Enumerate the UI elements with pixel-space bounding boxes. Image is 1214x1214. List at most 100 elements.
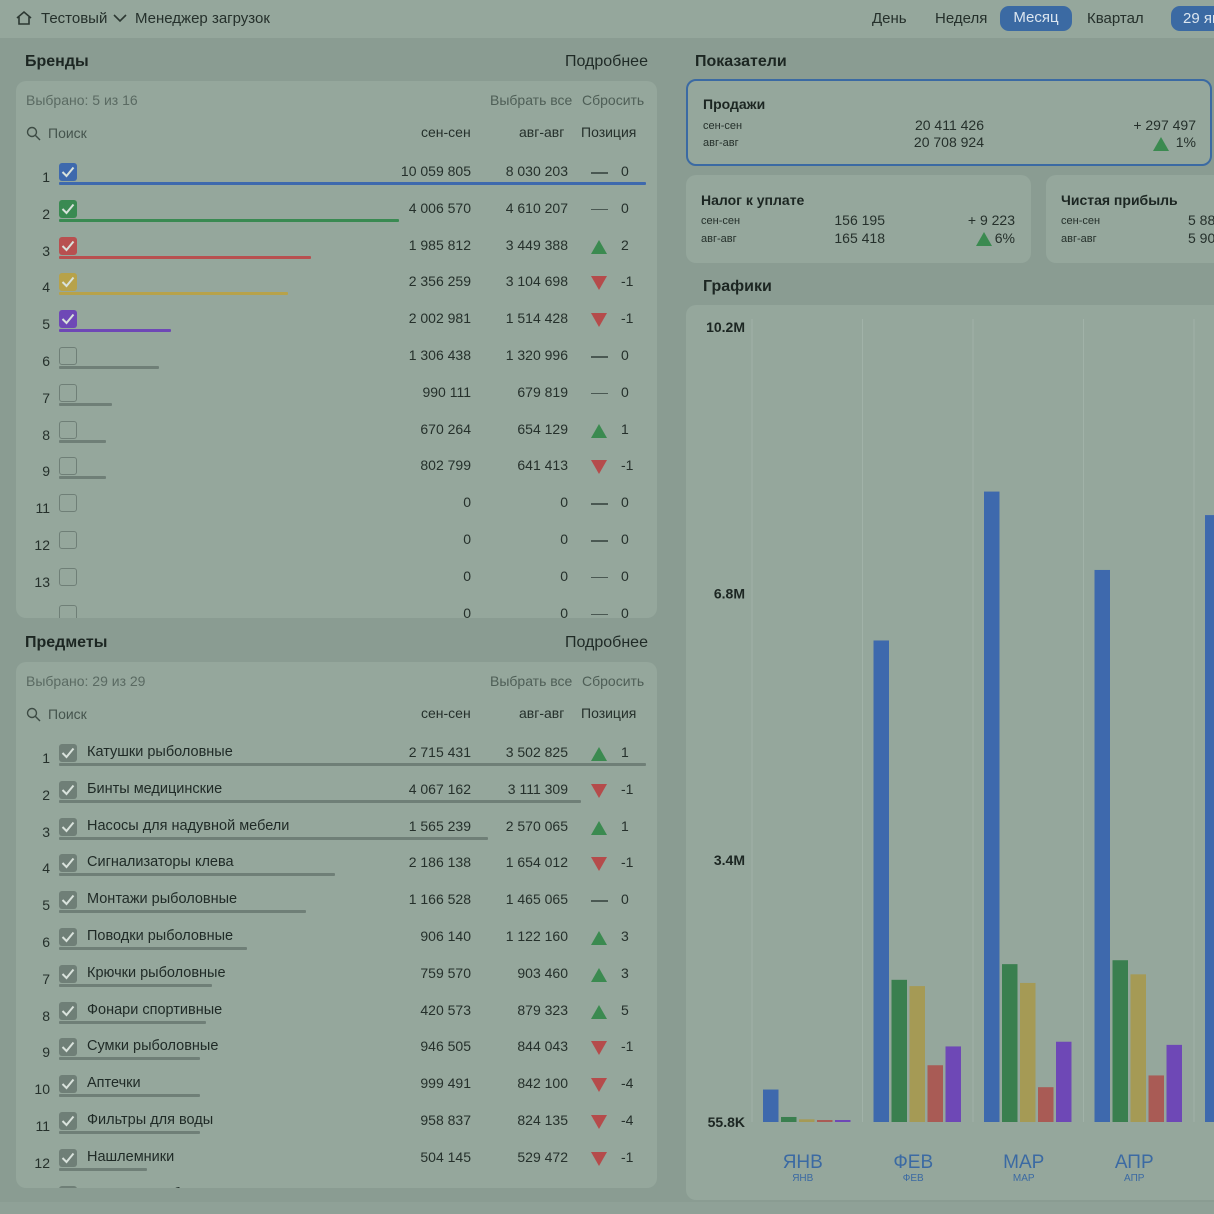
period-month-button[interactable]: Месяц <box>1000 6 1072 31</box>
brand-checkbox[interactable] <box>59 310 77 329</box>
item-checkbox[interactable] <box>59 854 77 873</box>
item-checkbox[interactable] <box>59 1001 77 1020</box>
brand-checkbox[interactable] <box>59 347 77 365</box>
share-bar <box>59 402 112 406</box>
items-reset-button[interactable]: Сбросить <box>582 673 645 689</box>
brand-row[interactable]: 12 0 0 0 <box>16 528 657 565</box>
item-row[interactable]: 5 Монтажи рыболовные 1 166 528 1 465 065 0 <box>16 888 657 925</box>
brands-search-input[interactable] <box>48 123 158 143</box>
sales-card[interactable]: Продажи сен-сен авг-авг 20 411 426 20 70… <box>686 79 1212 166</box>
brand-row[interactable]: 13 0 0 0 <box>16 565 657 602</box>
brands-col-prev[interactable]: авг-авг <box>519 124 565 140</box>
item-checkbox[interactable] <box>59 964 77 983</box>
chart-bar[interactable] <box>1056 1041 1072 1122</box>
item-row[interactable]: Застежки рыболовные 445 256 526 669 -1 <box>16 1183 657 1188</box>
items-col-pos[interactable]: Позиция <box>581 705 637 721</box>
item-row[interactable]: 1 Катушки рыболовные 2 715 431 3 502 825 1 <box>16 741 657 778</box>
brand-checkbox[interactable] <box>59 494 77 513</box>
item-row[interactable]: 11 Фильтры для воды 958 837 824 135 -4 <box>16 1109 657 1146</box>
brand-checkbox[interactable] <box>59 457 77 476</box>
brand-row[interactable]: 6 1 306 438 1 320 996 0 <box>16 344 657 381</box>
brand-checkbox[interactable] <box>59 531 77 549</box>
item-checkbox[interactable] <box>59 891 77 910</box>
chart-bar[interactable] <box>799 1119 815 1122</box>
chart-bar[interactable] <box>927 1065 944 1122</box>
item-checkbox[interactable] <box>59 1075 77 1094</box>
item-row[interactable]: 12 Нашлемники 504 145 529 472 -1 <box>16 1146 657 1183</box>
chart-bar[interactable] <box>763 1089 779 1122</box>
chart-bar[interactable] <box>873 640 890 1122</box>
item-row[interactable]: 7 Крючки рыболовные 759 570 903 460 3 <box>16 962 657 999</box>
chart-bar[interactable] <box>891 979 908 1122</box>
brand-checkbox[interactable] <box>59 604 77 618</box>
items-col-prev[interactable]: авг-авг <box>519 705 565 721</box>
item-checkbox[interactable] <box>59 780 77 799</box>
brand-row[interactable]: 9 802 799 641 413 -1 <box>16 454 657 491</box>
item-checkbox[interactable] <box>59 1038 77 1057</box>
period-day-button[interactable]: День <box>872 10 907 27</box>
items-select-all-button[interactable]: Выбрать все <box>490 673 573 689</box>
item-checkbox[interactable] <box>59 928 77 946</box>
brands-select-all-button[interactable]: Выбрать все <box>490 92 573 108</box>
chart-bar[interactable] <box>1112 960 1129 1122</box>
items-more-link[interactable]: Подробнее <box>565 634 648 651</box>
chart-bar[interactable] <box>1094 569 1111 1122</box>
item-row[interactable]: 9 Сумки рыболовные 946 505 844 043 -1 <box>16 1035 657 1072</box>
brands-col-pos[interactable]: Позиция <box>581 124 637 140</box>
tax-card[interactable]: Налог к уплате сен-сен авг-авг 156 195 1… <box>686 175 1031 263</box>
period-quarter-button[interactable]: Квартал <box>1087 10 1144 27</box>
brand-checkbox[interactable] <box>59 236 77 255</box>
chart-bar[interactable] <box>984 491 1000 1122</box>
brand-checkbox[interactable] <box>59 420 77 439</box>
brands-reset-button[interactable]: Сбросить <box>582 92 645 108</box>
chart-bar[interactable] <box>1205 515 1214 1122</box>
item-checkbox[interactable] <box>59 1185 77 1188</box>
chart-bar[interactable] <box>835 1120 851 1122</box>
chart-bar[interactable] <box>817 1120 833 1122</box>
item-row[interactable]: 10 Аптечки 999 491 842 100 -4 <box>16 1072 657 1109</box>
items-col-cur[interactable]: сен-сен <box>421 705 471 721</box>
items-search-input[interactable] <box>48 704 158 724</box>
period-week-button[interactable]: Неделя <box>935 10 988 27</box>
brand-checkbox[interactable] <box>59 567 77 586</box>
brand-row[interactable]: 4 2 356 259 3 104 698 -1 <box>16 270 657 307</box>
item-row[interactable]: 3 Насосы для надувной мебели 1 565 239 2 57… <box>16 815 657 852</box>
chart-bar[interactable] <box>1002 964 1018 1122</box>
item-row[interactable]: 4 Сигнализаторы клева 2 186 138 1 654 012 -1 <box>16 851 657 888</box>
brand-checkbox[interactable] <box>59 273 77 292</box>
workspace-selector[interactable]: Тестовый <box>41 10 108 27</box>
brand-row[interactable]: 1 10 059 805 8 030 203 0 <box>16 160 657 197</box>
home-icon[interactable] <box>15 9 33 27</box>
brand-checkbox[interactable] <box>59 199 77 218</box>
brand-row[interactable]: 11 0 0 0 <box>16 491 657 528</box>
chart-bar[interactable] <box>1020 982 1036 1122</box>
chart-bar[interactable] <box>1130 974 1147 1122</box>
profit-card[interactable]: Чистая прибыль сен-сен авг-авг 5 88 5 90 <box>1046 175 1214 263</box>
item-row[interactable]: 2 Бинты медицинские 4 067 162 3 111 309 -1 <box>16 778 657 815</box>
item-checkbox[interactable] <box>59 817 77 836</box>
brand-row[interactable]: 8 670 264 654 129 1 <box>16 418 657 455</box>
item-checkbox[interactable] <box>59 1112 77 1130</box>
item-row[interactable]: 6 Поводки рыболовные 906 140 1 122 160 3 <box>16 925 657 962</box>
date-range-button[interactable]: 29 ян <box>1171 6 1214 31</box>
brands-more-link[interactable]: Подробнее <box>565 53 648 70</box>
brand-checkbox[interactable] <box>59 163 77 181</box>
brand-row[interactable]: 7 990 111 679 819 0 <box>16 381 657 418</box>
chart-bar[interactable] <box>1148 1075 1165 1122</box>
brand-row[interactable]: 3 1 985 812 3 449 388 2 <box>16 234 657 271</box>
value-prev: 3 111 309 <box>507 780 568 797</box>
item-checkbox[interactable] <box>59 744 77 762</box>
chevron-down-icon[interactable] <box>112 11 128 25</box>
chart-bar[interactable] <box>945 1046 962 1122</box>
brand-row[interactable]: 5 2 002 981 1 514 428 -1 <box>16 307 657 344</box>
chart-bar[interactable] <box>1038 1087 1054 1122</box>
chart-bar[interactable] <box>781 1116 797 1122</box>
item-row[interactable]: 8 Фонари спортивные 420 573 879 323 5 <box>16 999 657 1036</box>
chart-bar[interactable] <box>1166 1044 1183 1122</box>
brands-col-cur[interactable]: сен-сен <box>421 124 471 140</box>
item-checkbox[interactable] <box>59 1148 77 1167</box>
brand-row[interactable]: 0 0 0 <box>16 602 657 618</box>
chart-bar[interactable] <box>909 986 926 1122</box>
brand-checkbox[interactable] <box>59 383 77 402</box>
brand-row[interactable]: 2 4 006 570 4 610 207 0 <box>16 197 657 234</box>
